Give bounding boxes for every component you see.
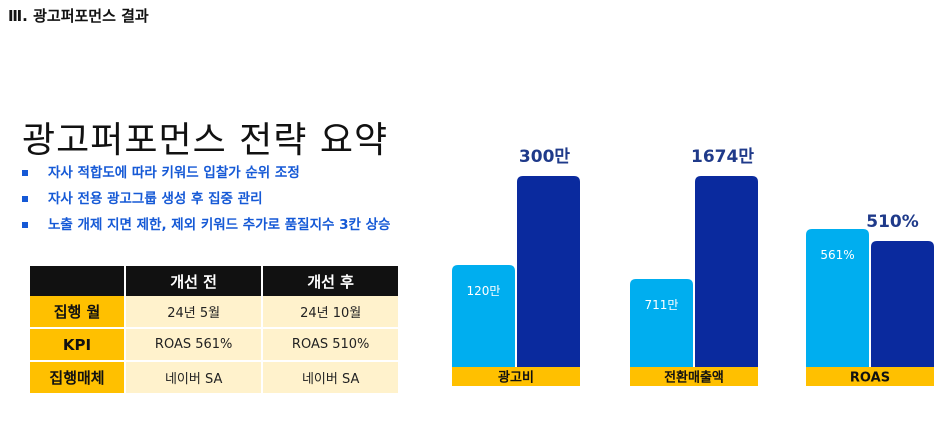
row-label: 집행 월	[30, 296, 126, 329]
bar-before-label: 561%	[820, 248, 854, 262]
table-header-row: 개선 전 개선 후	[30, 266, 398, 296]
row-label: KPI	[30, 328, 126, 362]
table-row: 집행매체 네이버 SA 네이버 SA	[30, 361, 398, 395]
bar-before-label: 711만	[645, 298, 679, 312]
bar-before	[630, 279, 693, 367]
bullet-text: 자사 적합도에 따라 키워드 입찰가 순위 조정	[48, 165, 300, 181]
category-strip	[806, 367, 934, 386]
category-label: 전환매출액	[664, 370, 724, 386]
category-strip	[630, 367, 758, 386]
cell-before: ROAS 561%	[125, 328, 264, 362]
cell-before: 24년 5월	[125, 296, 264, 329]
page-title: 광고퍼포먼스 전략 요약	[22, 120, 389, 161]
table-header-corner	[30, 266, 126, 296]
category-strip	[452, 367, 580, 386]
table-row: 집행 월 24년 5월 24년 10월	[30, 296, 398, 329]
bullet-item: 노출 개제 지면 제한, 제외 키워드 추가로 품질지수 3칸 상승	[22, 214, 390, 240]
bar-after	[517, 176, 580, 367]
bar-after-label: 300만	[519, 147, 570, 167]
bullet-item: 자사 적합도에 따라 키워드 입찰가 순위 조정	[22, 162, 390, 188]
table-header-before: 개선 전	[125, 266, 264, 296]
bullet-square-icon	[22, 222, 28, 228]
comparison-table: 개선 전 개선 후 집행 월 24년 5월 24년 10월 KPI ROAS 5…	[30, 266, 398, 395]
cell-before: 네이버 SA	[125, 361, 264, 395]
bar-after	[871, 241, 934, 367]
strategy-bullet-list: 자사 적합도에 따라 키워드 입찰가 순위 조정 자사 전용 광고그룹 생성 후…	[22, 162, 390, 240]
row-label: 집행매체	[30, 361, 126, 395]
bullet-text: 자사 전용 광고그룹 생성 후 집중 관리	[48, 191, 263, 207]
bar-before	[806, 229, 869, 367]
cell-after: ROAS 510%	[262, 328, 398, 362]
table-row: KPI ROAS 561% ROAS 510%	[30, 328, 398, 362]
section-title: Ⅲ. 광고퍼포먼스 결과	[8, 7, 149, 25]
bullet-square-icon	[22, 196, 28, 202]
bullet-item: 자사 전용 광고그룹 생성 후 집중 관리	[22, 188, 390, 214]
bar-after-label: 1674만	[691, 147, 754, 167]
category-label: 광고비	[498, 371, 534, 386]
cell-after: 24년 10월	[262, 296, 398, 329]
bar-before-label: 120만	[467, 284, 501, 298]
bar-before	[452, 265, 515, 367]
bullet-square-icon	[22, 170, 28, 176]
bar-after	[695, 176, 758, 367]
bullet-text: 노출 개제 지면 제한, 제외 키워드 추가로 품질지수 3칸 상승	[48, 217, 391, 233]
bar-after-label: 510%	[866, 212, 919, 232]
table-header-after: 개선 후	[262, 266, 398, 296]
cell-after: 네이버 SA	[262, 361, 398, 395]
category-label: ROAS	[850, 371, 890, 386]
